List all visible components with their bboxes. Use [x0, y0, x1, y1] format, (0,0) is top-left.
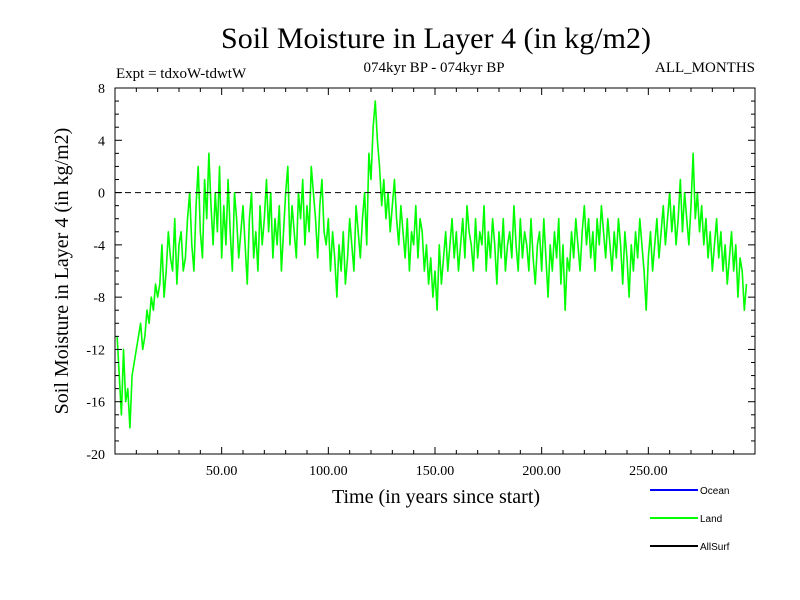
y-tick-label: -20	[86, 448, 105, 463]
months-label: ALL_MONTHS	[655, 60, 755, 76]
legend-label-land: Land	[700, 514, 722, 525]
y-tick-label: -4	[93, 239, 105, 254]
x-axis-label: Time (in years since start)	[332, 486, 540, 508]
y-tick-label: -12	[86, 343, 105, 358]
y-axis-label: Soil Moisture in Layer 4 (in kg/m2)	[51, 128, 73, 415]
x-tick-label: 50.00	[206, 464, 238, 479]
x-tick-label: 150.00	[416, 464, 455, 479]
legend-label-ocean: Ocean	[700, 486, 729, 497]
legend: Ocean Land AllSurf	[650, 486, 730, 553]
series-line-land	[116, 100, 748, 429]
y-tick-label: 4	[98, 134, 105, 149]
experiment-label: Expt = tdxoW-tdwtW	[116, 66, 247, 82]
x-tick-label: 100.00	[309, 464, 348, 479]
period-label: 074kyr BP - 074kyr BP	[363, 60, 504, 76]
x-tick-label: 200.00	[522, 464, 561, 479]
plot-frame	[114, 87, 756, 455]
legend-label-allsurf: AllSurf	[700, 542, 730, 553]
y-tick-label: 0	[98, 187, 105, 202]
plot-area: -20 -16 -12 -8 -4 0 4 8 50.00 100.00 150.00 200.00 2…	[86, 82, 755, 479]
y-tick-label: 8	[98, 82, 105, 97]
y-tick-label: -8	[93, 291, 105, 306]
chart-title: Soil Moisture in Layer 4 (in kg/m2)	[221, 22, 651, 55]
x-tick-label: 250.00	[629, 464, 668, 479]
y-tick-label: -16	[86, 396, 105, 411]
